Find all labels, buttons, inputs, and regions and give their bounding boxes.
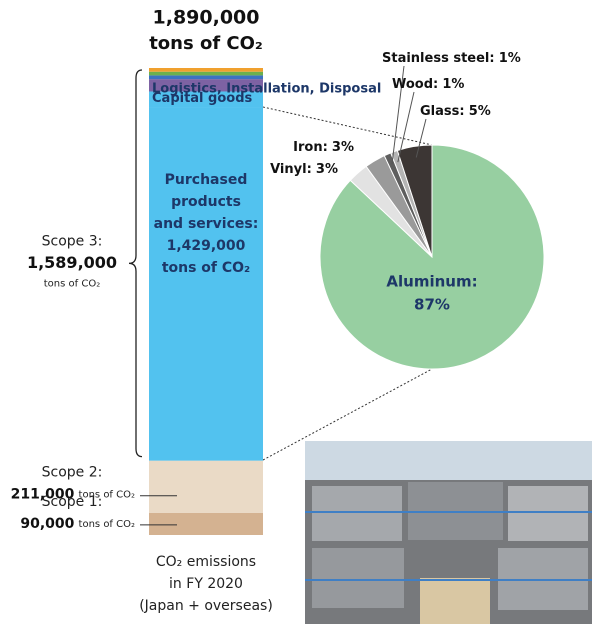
connector: [262, 106, 433, 146]
bar-segment: [149, 512, 263, 535]
bar-segment: [149, 71, 263, 76]
leader: [415, 118, 427, 158]
label: Stainless steel: 1%: [382, 51, 521, 66]
label-part: tons of CO₂: [79, 519, 135, 530]
pie-slice: [396, 144, 433, 258]
bar-segment: [149, 91, 263, 108]
label-part: Iron:: [293, 140, 328, 155]
bar-segment: [149, 75, 263, 80]
bar-segment: [149, 460, 263, 513]
label-part: tons of CO₂: [79, 490, 135, 501]
label: Iron: 3%: [293, 140, 354, 155]
label-part: 3%: [332, 140, 354, 155]
label-part: Glass:: [420, 104, 465, 119]
label: 90,000 tons of CO₂: [20, 516, 135, 532]
brace: [128, 69, 143, 458]
scope-name: Scope 1:: [42, 494, 103, 510]
label: 211,000 tons of CO₂: [11, 487, 135, 503]
scope-name: Scope 2:: [42, 465, 103, 481]
label: Wood: 1%: [392, 77, 464, 92]
leader: [397, 91, 415, 163]
caption: (Japan + overseas): [139, 598, 273, 614]
label-part: Vinyl:: [270, 162, 312, 177]
caption: CO₂ emissions: [156, 554, 256, 570]
leader: [391, 65, 405, 165]
total-unit: tons of CO₂: [149, 33, 263, 54]
label: Glass: 5%: [420, 104, 491, 119]
scope-value: 1,589,000: [27, 253, 117, 272]
segment-label: Logistics, Installation, Disposal: [152, 82, 381, 97]
bar-segment: [149, 68, 263, 72]
segment-value: 1,429,000: [167, 238, 246, 254]
label-part: 3%: [316, 162, 338, 177]
label-part: Stainless steel:: [382, 51, 495, 66]
label: Vinyl: 3%: [270, 162, 338, 177]
segment-label: Purchased: [165, 172, 248, 188]
bar-segment: [149, 79, 263, 92]
label-part: 1%: [442, 77, 464, 92]
label-part: 211,000: [11, 487, 75, 503]
caption: in FY 2020: [169, 576, 243, 592]
slice-label: Aluminum:: [386, 273, 477, 291]
label-part: 5%: [469, 104, 491, 119]
photo: [305, 441, 592, 624]
label-part: Wood:: [392, 77, 438, 92]
segment-label: Capital goods: [152, 91, 253, 106]
total-value: 1,890,000: [153, 7, 260, 29]
label-part: 90,000: [20, 516, 74, 532]
bar-segment: [149, 107, 263, 461]
slice-value: 87%: [414, 296, 450, 314]
scope-name: Scope 3:: [42, 233, 103, 249]
segment-unit: tons of CO₂: [162, 260, 250, 276]
segment-label: and services:: [154, 216, 259, 232]
scope-unit: tons of CO₂: [44, 278, 100, 289]
label-part: 1%: [499, 51, 521, 66]
segment-label: products: [171, 194, 241, 210]
